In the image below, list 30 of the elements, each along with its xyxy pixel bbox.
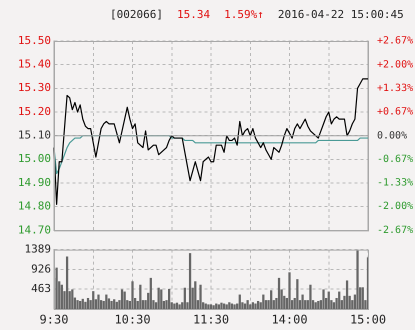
- y-tick-label: 15.30: [18, 81, 51, 94]
- y2-tick-label: -2.00%: [377, 201, 414, 212]
- y2-tick-label: +0.67%: [377, 106, 414, 118]
- y-tick-label: 14.90: [18, 176, 51, 189]
- y-tick-label: 14.70: [18, 223, 51, 236]
- y2-tick-label: 0.00%: [377, 130, 408, 142]
- y2-tick-label: +1.33%: [377, 83, 414, 94]
- x-tick-label: 14:00: [271, 312, 308, 326]
- x-tick-label: 11:30: [192, 312, 230, 326]
- text: 15.34: [176, 8, 210, 23]
- text: 1.59%↑: [224, 8, 264, 23]
- y-tick-label: 15.10: [18, 128, 51, 142]
- text: 2016-04-22 15:00:45: [278, 8, 404, 23]
- y-tick-label: 926: [31, 262, 51, 276]
- y2-tick-label: +2.00%: [377, 59, 414, 70]
- y-tick-label: 15.20: [18, 104, 51, 118]
- y-tick-label: 15.40: [18, 58, 51, 71]
- y-tick-label: 15.00: [18, 152, 51, 166]
- y2-tick-label: -1.33%: [377, 177, 414, 188]
- x-tick-label: 10:30: [114, 312, 151, 326]
- y2-tick-label: -2.67%: [377, 224, 414, 236]
- y-tick-label: 15.50: [18, 34, 51, 47]
- x-tick-label: 15:00: [350, 312, 386, 326]
- y-tick-label: 1389: [24, 242, 51, 256]
- x-tick-label: 9:30: [40, 312, 68, 326]
- y2-tick-label: -0.67%: [377, 154, 414, 166]
- y-tick-label: 14.80: [18, 200, 51, 213]
- y2-tick-label: +2.67%: [377, 36, 414, 47]
- y-tick-label: 463: [31, 282, 51, 296]
- chart-title: [002066]: [110, 8, 163, 23]
